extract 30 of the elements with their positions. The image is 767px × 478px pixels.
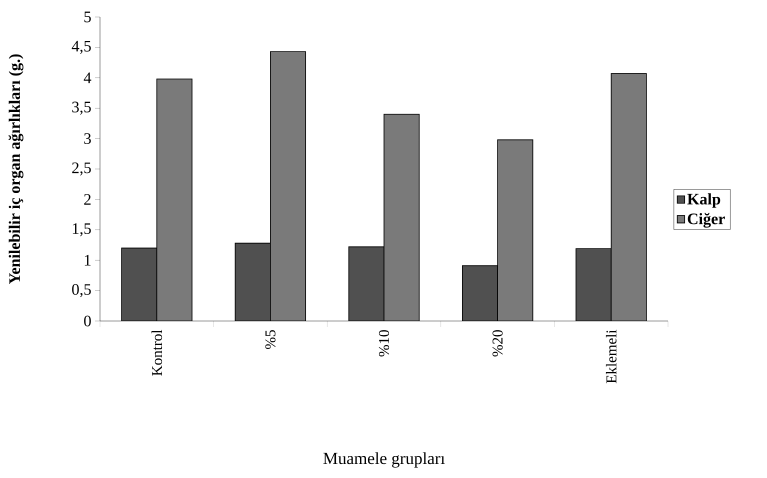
bar bbox=[348, 246, 384, 321]
x-tick-label: Eklemeli bbox=[606, 330, 616, 384]
y-tick-label: 2 bbox=[84, 194, 91, 205]
bar bbox=[497, 139, 534, 321]
y-tick-label: 0,5 bbox=[72, 284, 91, 298]
y-tick-label: 1 bbox=[84, 254, 91, 266]
bar bbox=[384, 114, 420, 321]
bar bbox=[156, 78, 192, 321]
bar bbox=[610, 73, 647, 321]
y-tick-label: 3,5 bbox=[72, 102, 91, 115]
legend-label: Ciğer bbox=[688, 212, 725, 228]
bar bbox=[462, 265, 498, 321]
bar bbox=[121, 248, 158, 321]
y-tick-label: 0 bbox=[84, 316, 91, 326]
y-tick-label: 2,5 bbox=[72, 162, 91, 176]
y-tick-label: 3 bbox=[84, 133, 91, 144]
y-tick-label: 5 bbox=[84, 12, 91, 22]
y-axis-title: Yenilebilir iç organ ağırlıkları (g.) bbox=[8, 54, 24, 284]
x-tick-label: %20 bbox=[492, 330, 503, 356]
bar bbox=[234, 242, 271, 321]
y-tick-label: 4 bbox=[84, 72, 92, 84]
bar bbox=[576, 248, 612, 321]
x-tick-label: %10 bbox=[378, 330, 390, 356]
x-tick-label: %5 bbox=[265, 330, 276, 349]
y-tick-label: 1,5 bbox=[72, 223, 91, 236]
x-axis-title: Muamele grupları bbox=[323, 452, 445, 468]
x-tick-label: Kontrol bbox=[152, 330, 162, 376]
legend-label: Kalp bbox=[687, 193, 720, 208]
y-tick-label: 4,5 bbox=[72, 40, 91, 54]
bar bbox=[270, 51, 306, 321]
